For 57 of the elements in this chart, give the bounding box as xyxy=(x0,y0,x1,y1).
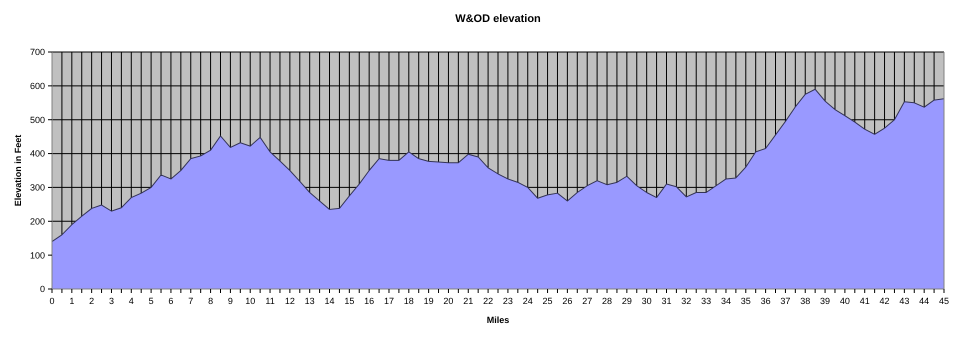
x-tick-label: 43 xyxy=(899,296,910,306)
x-tick-label: 42 xyxy=(880,296,890,306)
x-tick-label: 37 xyxy=(780,296,790,306)
x-tick-label: 25 xyxy=(542,296,553,306)
chart-title: W&OD elevation xyxy=(455,13,542,25)
y-tick-label: 700 xyxy=(30,47,45,58)
x-tick-label: 30 xyxy=(642,296,652,306)
x-tick-label: 23 xyxy=(502,296,513,306)
x-tick-label: 31 xyxy=(661,296,672,306)
x-tick-label: 15 xyxy=(344,296,354,306)
x-tick-label: 20 xyxy=(443,296,454,306)
y-tick-label: 0 xyxy=(40,284,45,294)
x-tick-label: 19 xyxy=(424,296,434,306)
x-tick-label: 6 xyxy=(168,296,174,306)
x-tick-label: 28 xyxy=(602,296,612,306)
x-tick-label: 39 xyxy=(820,296,830,306)
x-tick-label: 17 xyxy=(384,296,394,306)
x-tick-label: 18 xyxy=(404,296,414,306)
x-tick-label: 11 xyxy=(265,296,275,306)
y-axis-title: Elevation in Feet xyxy=(13,134,23,206)
x-tick-label: 44 xyxy=(919,296,930,306)
y-tick-label: 200 xyxy=(30,216,45,226)
y-tick-label: 300 xyxy=(30,182,45,193)
x-tick-label: 16 xyxy=(364,296,374,306)
x-tick-label: 0 xyxy=(49,296,55,306)
x-tick-label: 9 xyxy=(228,296,233,306)
x-tick-label: 26 xyxy=(562,296,572,306)
x-tick-label: 3 xyxy=(108,296,114,306)
x-tick-label: 27 xyxy=(582,296,592,306)
x-tick-label: 32 xyxy=(681,296,692,306)
y-tick-label: 600 xyxy=(30,81,45,92)
x-tick-label: 29 xyxy=(622,296,632,306)
x-tick-label: 24 xyxy=(522,296,533,306)
x-tick-label: 35 xyxy=(740,296,751,306)
x-tick-label: 8 xyxy=(208,296,214,306)
x-tick-label: 38 xyxy=(800,296,810,306)
x-tick-label: 40 xyxy=(840,296,850,306)
x-tick-label: 13 xyxy=(304,296,315,306)
y-tick-label: 400 xyxy=(30,148,45,159)
x-axis-title: Miles xyxy=(486,315,510,325)
y-tick-label: 500 xyxy=(30,114,45,125)
x-tick-label: 33 xyxy=(701,296,712,306)
x-tick-label: 14 xyxy=(324,296,335,306)
x-tick-label: 21 xyxy=(463,296,474,306)
x-tick-label: 2 xyxy=(89,296,94,306)
x-tick-label: 22 xyxy=(483,296,494,306)
x-tick-label: 5 xyxy=(148,296,154,306)
x-tick-label: 34 xyxy=(720,296,731,306)
x-tick-label: 7 xyxy=(188,296,194,306)
x-tick-label: 41 xyxy=(860,296,870,306)
x-tick-label: 12 xyxy=(284,296,295,306)
x-tick-label: 4 xyxy=(128,296,134,306)
x-tick-label: 10 xyxy=(245,296,256,306)
x-tick-label: 45 xyxy=(938,296,950,306)
y-tick-label: 100 xyxy=(30,250,45,260)
x-tick-label: 1 xyxy=(69,296,74,306)
x-tick-label: 36 xyxy=(760,296,771,306)
